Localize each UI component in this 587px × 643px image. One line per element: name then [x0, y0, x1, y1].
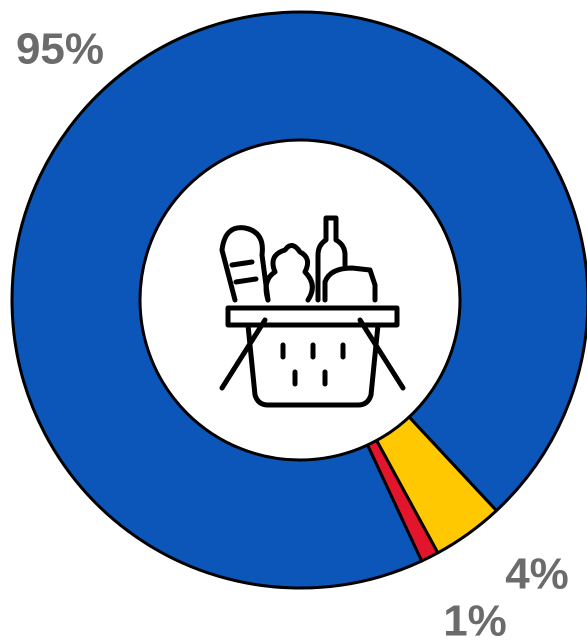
value-label: 4%: [505, 550, 569, 599]
donut-hole: [138, 138, 462, 462]
value-label: 1%: [443, 597, 507, 643]
basket-icon: [219, 215, 406, 408]
value-label: 95%: [16, 25, 104, 74]
